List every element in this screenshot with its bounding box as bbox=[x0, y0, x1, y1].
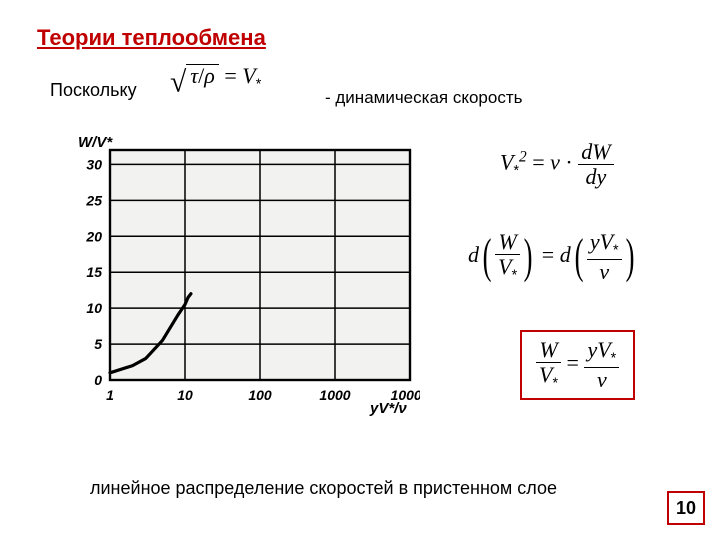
svg-text:W/V*: W/V* bbox=[78, 135, 113, 151]
equation-4: W V* = yV* ν bbox=[520, 330, 635, 400]
svg-text:yV*/ν: yV*/ν bbox=[369, 400, 407, 417]
svg-text:30: 30 bbox=[86, 156, 102, 172]
svg-text:1000: 1000 bbox=[319, 387, 350, 403]
svg-text:25: 25 bbox=[85, 192, 102, 208]
svg-text:1: 1 bbox=[106, 387, 114, 403]
svg-text:10: 10 bbox=[86, 300, 102, 316]
dynamic-velocity-label: - динамическая скорость bbox=[325, 88, 522, 108]
svg-text:5: 5 bbox=[94, 336, 102, 352]
intro-text: Поскольку bbox=[50, 80, 137, 101]
equation-4-box: W V* = yV* ν bbox=[520, 330, 635, 400]
velocity-profile-chart: 110100100010000051015202530W/V*yV*/ν bbox=[60, 135, 420, 425]
svg-text:100: 100 bbox=[248, 387, 272, 403]
svg-text:15: 15 bbox=[86, 264, 102, 280]
svg-text:10: 10 bbox=[177, 387, 193, 403]
svg-text:20: 20 bbox=[85, 228, 102, 244]
equation-2: V*2 = ν · dW dy bbox=[500, 140, 614, 189]
page-title: Теории теплообмена bbox=[37, 25, 266, 51]
equation-3: d( W V* ) = d( yV* ν ) bbox=[468, 230, 638, 284]
equation-1: √τ/ρ = V* bbox=[170, 63, 261, 99]
chart-caption: линейное распределение скоростей в прист… bbox=[90, 478, 557, 499]
svg-text:0: 0 bbox=[94, 372, 102, 388]
page-number: 10 bbox=[667, 491, 705, 525]
